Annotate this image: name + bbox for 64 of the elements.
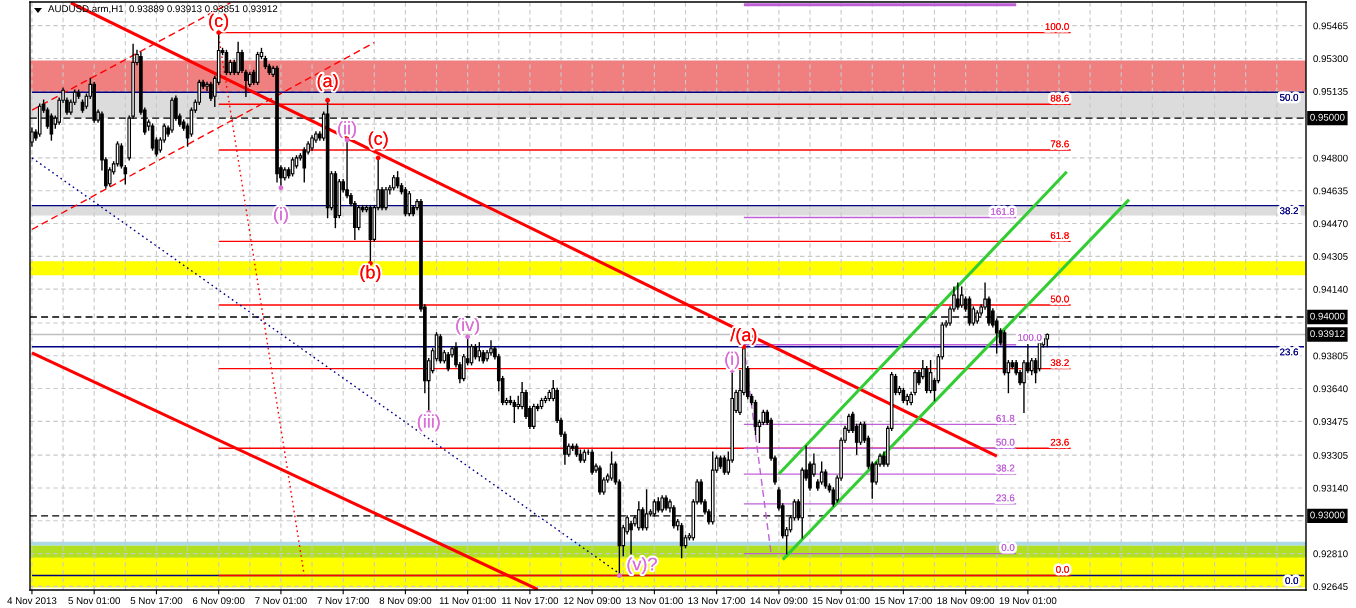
x-tick-label: 11 Nov 01:00 [439,597,496,605]
data-label: (i) [725,351,740,369]
data-label: (c) [368,131,388,149]
x-tick-label: 15 Nov 01:00 [812,597,870,605]
x-tick-label: 13 Nov 17:00 [688,597,746,605]
x-tick-label: 14 Nov 09:00 [750,597,808,605]
data-label: (a) [317,73,338,91]
series-label: 0.0 [1056,565,1069,573]
y-tick-label: 0.92810 [1313,550,1348,558]
y-tick-label: 0.95135 [1313,88,1348,95]
y-tick-label: 0.95465 [1313,22,1348,30]
ref-line-label: 0.93000 [1310,511,1345,519]
data-label: (v)? [627,557,657,574]
series-label: 50.0 [1050,295,1069,303]
data-label: (iii) [417,414,440,432]
x-tick-label: 5 Nov 17:00 [130,597,183,605]
series-label: 78.6 [1050,140,1069,148]
y-tick-label: 0.93305 [1313,451,1348,459]
y-tick-label: 0.94800 [1313,154,1348,162]
series-label: 100.0 [1018,333,1042,341]
x-tick-label: 13 Nov 01:00 [626,597,683,605]
series-label: 0.0 [1001,544,1015,551]
x-tick-label: 8 Nov 09:00 [379,597,432,605]
data-label: (c) [209,13,229,31]
x-tick-label: 7 Nov 17:00 [317,597,369,605]
ref-line-label: 0.95000 [1310,113,1345,121]
y-tick-label: 0.93805 [1313,352,1348,360]
y-tick-label: 0.94305 [1313,253,1348,260]
y-tick-label: 0.95300 [1313,55,1348,63]
y-tick-label: 0.93140 [1313,484,1348,492]
data-label: (ii) [338,121,356,138]
y-tick-label: 0.94635 [1313,187,1348,195]
x-tick-label: 15 Nov 17:00 [875,597,932,605]
y-tick-label: 0.92645 [1313,583,1348,591]
y-tick-label: 0.94470 [1313,220,1348,228]
x-tick-label: 4 Nov 2013 [7,597,57,605]
series-label: 38.2 [1279,207,1299,215]
ref-line-label: 0.93912 [1310,330,1345,338]
series-label: 23.6 [996,494,1015,502]
series-label: 38.2 [996,464,1015,472]
series-label: 61.8 [1050,231,1069,239]
y-tick-label: 0.93640 [1313,385,1348,393]
x-tick-label: 11 Nov 17:00 [502,597,559,605]
x-tick-label: 19 Nov 01:00 [999,597,1057,605]
x-tick-label: 12 Nov 09:00 [563,597,621,605]
series-label: 23.6 [1050,438,1069,446]
y-tick-label: 0.94140 [1313,285,1348,293]
series-label: 100.0 [1045,23,1069,31]
series-label: 88.6 [1050,94,1069,102]
data-label: (iv) [456,318,480,335]
series-label: 61.8 [996,414,1015,422]
series-label: 161.8 [991,208,1015,215]
series-label: 50.0 [1279,93,1299,101]
data-label: (i) [274,207,288,224]
y-tick-label: 0.93475 [1313,418,1348,425]
series-label: 38.2 [1050,359,1069,367]
series-label: 23.6 [1280,348,1299,356]
series-label: 0.0 [1285,577,1299,585]
x-tick-label: 18 Nov 09:00 [937,597,995,605]
ref-line-label: 0.94000 [1310,312,1345,320]
x-tick-label: 5 Nov 01:00 [68,597,121,605]
x-tick-label: 6 Nov 09:00 [192,597,245,605]
series-label: 50.0 [996,438,1015,446]
x-tick-label: 7 Nov 01:00 [255,597,307,605]
